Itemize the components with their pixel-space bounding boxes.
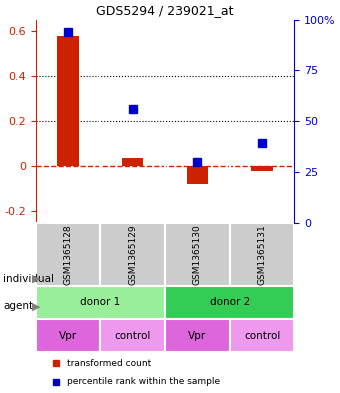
- Bar: [57, 35, 79, 166]
- Text: percentile rank within the sample: percentile rank within the sample: [67, 377, 220, 386]
- Text: donor 2: donor 2: [210, 298, 250, 307]
- FancyBboxPatch shape: [230, 319, 294, 352]
- Text: GSM1365130: GSM1365130: [193, 224, 202, 285]
- Text: transformed count: transformed count: [67, 359, 151, 368]
- Text: ▶: ▶: [32, 274, 41, 284]
- Bar: [187, 166, 208, 184]
- FancyBboxPatch shape: [36, 319, 100, 352]
- Text: GSM1365129: GSM1365129: [128, 224, 137, 285]
- Text: control: control: [115, 331, 151, 341]
- Text: ▶: ▶: [32, 301, 41, 311]
- FancyBboxPatch shape: [36, 223, 100, 286]
- Title: GDS5294 / 239021_at: GDS5294 / 239021_at: [96, 4, 234, 17]
- Text: control: control: [244, 331, 280, 341]
- FancyBboxPatch shape: [165, 286, 294, 319]
- FancyBboxPatch shape: [165, 223, 230, 286]
- FancyBboxPatch shape: [230, 223, 294, 286]
- FancyBboxPatch shape: [100, 223, 165, 286]
- Text: Vpr: Vpr: [188, 331, 206, 341]
- Text: donor 1: donor 1: [80, 298, 120, 307]
- Text: individual: individual: [3, 274, 54, 284]
- Text: agent: agent: [3, 301, 34, 311]
- FancyBboxPatch shape: [100, 319, 165, 352]
- FancyBboxPatch shape: [165, 319, 230, 352]
- Bar: [122, 158, 143, 166]
- Text: GSM1365131: GSM1365131: [258, 224, 267, 285]
- FancyBboxPatch shape: [36, 286, 165, 319]
- Text: Vpr: Vpr: [59, 331, 77, 341]
- Text: GSM1365128: GSM1365128: [64, 224, 72, 285]
- Bar: [252, 166, 273, 171]
